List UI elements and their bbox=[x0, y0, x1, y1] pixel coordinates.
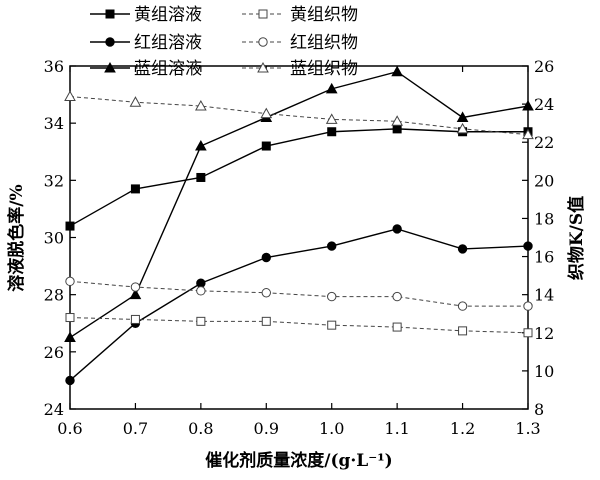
x-tick-label: 1.1 bbox=[384, 419, 409, 438]
legend-label: 黄组溶液 bbox=[134, 5, 202, 25]
data-point bbox=[522, 128, 534, 140]
x-tick-label: 1.2 bbox=[450, 419, 475, 438]
legend-label: 蓝组织物 bbox=[290, 59, 358, 79]
x-tick-label: 0.9 bbox=[254, 419, 279, 438]
x-tick-label: 1.0 bbox=[319, 419, 344, 438]
legend-marker bbox=[104, 61, 116, 73]
data-point bbox=[64, 331, 76, 343]
legend-marker bbox=[258, 37, 268, 47]
left-y-tick-label: 36 bbox=[44, 57, 64, 76]
data-point bbox=[195, 140, 207, 151]
series-layer bbox=[64, 65, 534, 386]
data-point bbox=[196, 316, 206, 326]
legend-label: 蓝组溶液 bbox=[134, 59, 202, 79]
legend-marker bbox=[105, 37, 115, 47]
data-point bbox=[456, 122, 469, 134]
right-y-tick-label: 12 bbox=[534, 324, 554, 343]
right-y-tick-label: 26 bbox=[534, 57, 554, 76]
series-2 bbox=[65, 224, 533, 386]
left-y-tick-label: 32 bbox=[44, 171, 64, 190]
data-point bbox=[129, 288, 142, 300]
series-6 bbox=[64, 90, 534, 140]
axis-ticks: 0.6 0.7 0.8 0.9 1.0 1.1 1.2 1.3 24 26 28 30 32 34 36 8 1… bbox=[44, 57, 555, 438]
right-y-tick-label: 18 bbox=[534, 209, 554, 228]
data-point bbox=[392, 291, 402, 302]
legend-marker bbox=[258, 9, 268, 19]
data-point bbox=[64, 90, 76, 101]
right-y-tick-label: 20 bbox=[534, 171, 554, 190]
data-point bbox=[65, 375, 75, 386]
data-point bbox=[457, 301, 468, 311]
left-y-tick-label: 26 bbox=[44, 343, 64, 362]
data-point bbox=[261, 288, 271, 298]
data-point bbox=[196, 172, 206, 182]
data-point bbox=[457, 244, 468, 254]
data-point bbox=[196, 286, 206, 296]
data-point bbox=[130, 184, 140, 194]
right-y-tick-label: 8 bbox=[534, 400, 544, 419]
right-axis-title: 织物K/S值 bbox=[566, 196, 587, 280]
data-point bbox=[523, 328, 533, 338]
data-point bbox=[391, 115, 403, 126]
right-y-tick-label: 24 bbox=[534, 95, 554, 114]
legend-marker bbox=[257, 61, 269, 73]
data-point bbox=[522, 99, 534, 111]
series-1 bbox=[65, 124, 533, 231]
data-point bbox=[327, 241, 337, 251]
data-point bbox=[195, 99, 207, 111]
legend-label: 黄组织物 bbox=[290, 5, 358, 25]
left-y-tick-label: 24 bbox=[44, 400, 64, 419]
data-point bbox=[261, 252, 271, 263]
x-tick-label: 0.8 bbox=[188, 419, 213, 438]
data-point bbox=[325, 82, 338, 94]
right-y-tick-label: 22 bbox=[534, 133, 554, 152]
legend-label: 红组织物 bbox=[290, 33, 358, 53]
data-point bbox=[392, 124, 402, 134]
data-point bbox=[260, 107, 273, 119]
data-point bbox=[261, 316, 271, 326]
x-tick-label: 1.3 bbox=[515, 419, 540, 438]
data-point bbox=[523, 301, 533, 311]
data-point bbox=[392, 224, 402, 234]
x-tick-label: 0.7 bbox=[123, 419, 148, 438]
x-axis-title: 催化剂质量浓度/(g·L⁻¹) bbox=[205, 450, 392, 471]
data-point bbox=[325, 113, 338, 124]
right-y-tick-label: 14 bbox=[534, 286, 554, 305]
series-line bbox=[69, 128, 528, 227]
data-point bbox=[65, 221, 75, 231]
series-line bbox=[69, 228, 529, 381]
data-point bbox=[65, 313, 75, 323]
left-y-tick-label: 28 bbox=[44, 286, 64, 305]
right-y-tick-label: 10 bbox=[534, 362, 554, 381]
data-point bbox=[261, 141, 271, 151]
legend-marker bbox=[105, 9, 115, 19]
data-point bbox=[129, 96, 142, 107]
data-point bbox=[327, 291, 337, 302]
x-tick-label: 0.6 bbox=[57, 419, 82, 438]
data-point bbox=[130, 282, 141, 292]
series-line bbox=[69, 70, 529, 339]
right-y-tick-label: 16 bbox=[534, 248, 554, 267]
data-point bbox=[391, 65, 403, 77]
legend-label: 红组溶液 bbox=[134, 33, 202, 53]
data-point bbox=[523, 241, 533, 251]
data-point bbox=[327, 320, 337, 330]
left-y-tick-label: 30 bbox=[44, 229, 64, 248]
data-point bbox=[130, 314, 140, 324]
series-line bbox=[69, 317, 529, 334]
data-point bbox=[456, 111, 469, 122]
data-point bbox=[65, 276, 75, 287]
data-point bbox=[327, 127, 337, 137]
left-y-tick-label: 34 bbox=[44, 114, 64, 133]
series-4 bbox=[65, 313, 533, 338]
left-axis-title: 溶液脱色率/% bbox=[6, 184, 27, 291]
series-5 bbox=[65, 276, 533, 311]
data-point bbox=[458, 326, 468, 336]
series-3 bbox=[64, 65, 534, 343]
data-point bbox=[392, 322, 402, 332]
